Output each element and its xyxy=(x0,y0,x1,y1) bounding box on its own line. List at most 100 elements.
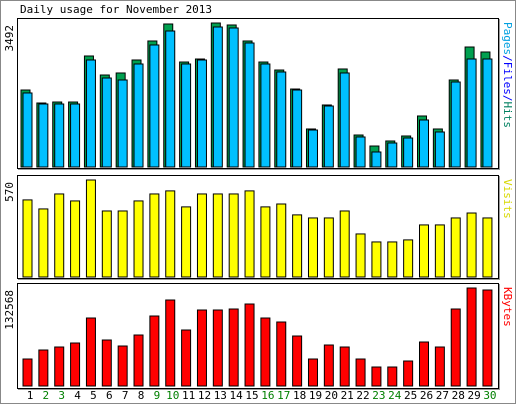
bar xyxy=(482,217,493,278)
x-tick-label: 23 xyxy=(372,389,385,402)
bar xyxy=(292,89,303,168)
bar xyxy=(101,339,112,387)
bar xyxy=(387,142,398,168)
bar xyxy=(165,299,176,387)
bar xyxy=(70,342,81,387)
axis-label-part: Hits xyxy=(501,102,514,129)
axis-label-part: Files xyxy=(501,62,514,95)
bar xyxy=(54,193,65,278)
bar xyxy=(323,217,334,278)
bar xyxy=(85,317,96,387)
bar xyxy=(403,360,414,387)
x-tick-label: 4 xyxy=(74,389,81,402)
bar xyxy=(307,129,318,168)
bar xyxy=(22,92,33,168)
bar xyxy=(419,119,429,168)
x-tick-label: 11 xyxy=(182,389,195,402)
bar xyxy=(387,366,398,387)
axis-label-part: KBytes xyxy=(501,287,514,327)
bar xyxy=(22,358,33,387)
x-tick-label: 12 xyxy=(198,389,211,402)
bar xyxy=(339,72,350,168)
x-tick-label: 18 xyxy=(293,389,306,402)
x-tick-label: 5 xyxy=(90,389,97,402)
bar xyxy=(434,131,445,168)
bar xyxy=(165,30,176,168)
bar xyxy=(371,241,382,278)
bar xyxy=(419,341,429,387)
bar xyxy=(260,206,271,278)
axis-label-part: Visits xyxy=(501,179,514,219)
bar xyxy=(38,208,49,278)
bar xyxy=(323,344,334,387)
bar xyxy=(339,346,350,387)
bar xyxy=(101,210,112,278)
bar xyxy=(450,217,461,278)
x-tick-label: 30 xyxy=(483,389,496,402)
bar xyxy=(54,103,65,168)
bar xyxy=(117,79,128,168)
bar xyxy=(339,210,350,278)
bar xyxy=(165,190,176,278)
bar xyxy=(228,308,239,387)
x-tick-label: 24 xyxy=(388,389,402,402)
x-tick-label: 10 xyxy=(166,389,179,402)
x-tick-label: 9 xyxy=(154,389,161,402)
bar xyxy=(387,241,398,278)
axis-label-part: / xyxy=(501,95,514,102)
bar xyxy=(450,308,461,387)
bar xyxy=(244,42,255,168)
bar xyxy=(466,212,477,278)
bar xyxy=(85,59,96,168)
bar xyxy=(260,317,271,387)
x-tick-label: 8 xyxy=(138,389,145,402)
bar xyxy=(212,309,223,387)
x-tick-label: 25 xyxy=(404,389,417,402)
bar xyxy=(307,217,318,278)
bar xyxy=(292,335,303,387)
bar xyxy=(323,105,334,168)
bar xyxy=(450,81,461,168)
x-tick-label: 17 xyxy=(277,389,290,402)
bar xyxy=(276,203,287,278)
x-tick-label: 22 xyxy=(356,389,369,402)
panel xyxy=(17,283,499,389)
bar xyxy=(371,366,382,387)
bar xyxy=(133,63,144,168)
bar xyxy=(117,345,128,387)
bar xyxy=(22,199,33,278)
bar xyxy=(244,303,255,387)
bar xyxy=(196,59,207,168)
bar xyxy=(276,71,287,168)
x-tick-label: 6 xyxy=(106,389,113,402)
x-tick-label: 13 xyxy=(214,389,227,402)
bar xyxy=(38,349,49,387)
chart-title: Daily usage for November 2013 xyxy=(20,3,212,16)
x-tick-label: 28 xyxy=(452,389,465,402)
bar xyxy=(482,58,493,168)
x-tick-label: 19 xyxy=(309,389,322,402)
bar xyxy=(149,315,160,387)
x-tick-label: 7 xyxy=(122,389,129,402)
axis-label-part: / xyxy=(501,55,514,62)
bar xyxy=(434,346,445,387)
x-tick-label: 2 xyxy=(43,389,50,402)
bar xyxy=(466,58,477,168)
bar xyxy=(292,214,303,278)
y-tick-label: 132568 xyxy=(3,290,16,330)
x-tick-label: 15 xyxy=(245,389,258,402)
bar xyxy=(54,346,65,387)
axis-label-part: Pages xyxy=(501,22,514,55)
bar xyxy=(85,179,96,278)
bar xyxy=(403,137,414,168)
x-tick-label: 16 xyxy=(261,389,274,402)
bar xyxy=(228,193,239,278)
bar xyxy=(355,358,366,387)
bar xyxy=(70,103,81,168)
bar xyxy=(70,200,81,278)
bar xyxy=(228,27,239,168)
bar xyxy=(244,190,255,278)
bar xyxy=(276,321,287,387)
bar xyxy=(212,26,223,168)
x-tick-label: 21 xyxy=(341,389,354,402)
